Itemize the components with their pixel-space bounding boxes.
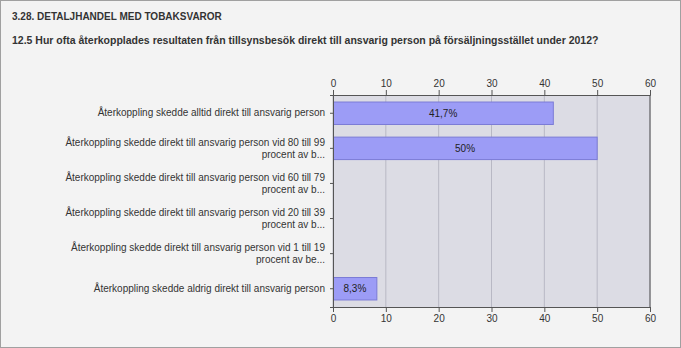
tick: 0	[331, 307, 337, 324]
grid-line	[597, 95, 598, 307]
tick-label: 50	[592, 78, 604, 89]
tick: 20	[434, 307, 446, 324]
bar	[333, 278, 377, 300]
tick-label: 40	[539, 313, 551, 324]
grid-line	[438, 95, 439, 307]
tick-mark	[650, 90, 651, 95]
grid	[333, 95, 650, 307]
tick-label: 10	[381, 78, 393, 89]
title: 3.28. DETALJHANDEL MED TOBAKSVAROR	[12, 11, 223, 22]
axis-line	[330, 96, 334, 308]
tick-mark	[439, 90, 440, 95]
bar	[333, 137, 597, 159]
tick: 50	[592, 78, 604, 95]
tick: Återkoppling skedde direkt till ansvarig…	[71, 241, 333, 265]
tick-label: 0	[331, 78, 337, 89]
tick-mark	[492, 307, 493, 312]
tick-label: 60	[645, 78, 657, 89]
tick-label: 30	[486, 78, 498, 89]
tick-label: 50	[592, 313, 604, 324]
data-label: 8,3%	[344, 283, 367, 294]
tick-mark	[544, 307, 545, 312]
plot-area	[333, 95, 650, 307]
tick-mark	[439, 307, 440, 312]
grid-line	[385, 95, 386, 307]
tick-mark	[650, 307, 651, 312]
tick: Återkoppling skedde direkt till ansvarig…	[65, 171, 333, 195]
tick-mark	[492, 90, 493, 95]
tick: 50	[592, 307, 604, 324]
y-axis: Återkoppling skedde alltid direkt till a…	[65, 96, 333, 308]
tick-mark	[330, 113, 333, 114]
tick-label: 40	[539, 78, 551, 89]
tick: 30	[486, 78, 498, 95]
axis-line	[334, 308, 651, 313]
tick: 10	[381, 78, 393, 95]
tick-mark	[597, 307, 598, 312]
tick: Återkoppling skedde direkt till ansvarig…	[65, 136, 333, 160]
tick-mark	[330, 183, 333, 184]
subtitle: 12.5 Hur ofta återkopplades resultaten f…	[12, 34, 598, 46]
category-label: Återkoppling skedde aldrig direkt till a…	[94, 282, 325, 294]
grid-line	[491, 95, 492, 307]
tick-label: 20	[434, 78, 446, 89]
tick: 60	[645, 307, 657, 324]
category-label: Återkoppling skedde direkt till ansvarig…	[65, 171, 325, 195]
x-axis-bottom: 0 10 20 30 40 50 60	[331, 307, 657, 324]
tick-mark	[330, 253, 333, 254]
tick-mark	[330, 288, 333, 289]
tick-mark	[597, 90, 598, 95]
tick: 10	[381, 307, 393, 324]
background	[1, 1, 681, 348]
grid-line	[544, 95, 545, 307]
grid-line	[650, 95, 651, 307]
tick-label: 0	[331, 313, 337, 324]
frame	[650, 95, 651, 307]
tick-mark	[330, 218, 333, 219]
tick: Återkoppling skedde aldrig direkt till a…	[94, 282, 333, 294]
data-label: 50%	[455, 143, 475, 154]
tick-mark	[544, 90, 545, 95]
tick: 30	[486, 307, 498, 324]
category-label: Återkoppling skedde direkt till ansvarig…	[71, 241, 325, 265]
x-axis-top: 0 10 20 30 40 50 60	[331, 78, 657, 96]
tick: Återkoppling skedde direkt till ansvarig…	[65, 206, 333, 230]
tick-label: 20	[434, 313, 446, 324]
axis-line	[334, 90, 651, 96]
tick: 20	[434, 78, 446, 95]
tick-label: 60	[645, 313, 657, 324]
tick: 40	[539, 307, 551, 324]
data-label: 41,7%	[429, 108, 457, 119]
tick: 0	[331, 78, 337, 95]
tick-mark	[386, 307, 387, 312]
tick-label: 30	[486, 313, 498, 324]
tick: Återkoppling skedde alltid direkt till a…	[98, 106, 333, 118]
tick-mark	[386, 90, 387, 95]
bar	[333, 102, 553, 124]
tick-mark	[330, 148, 333, 149]
tick-mark	[333, 90, 334, 95]
category-label: Återkoppling skedde alltid direkt till a…	[98, 106, 325, 118]
tick: 60	[645, 78, 657, 95]
tick-label: 10	[381, 313, 393, 324]
category-label: Återkoppling skedde direkt till ansvarig…	[65, 206, 325, 230]
bars	[333, 102, 597, 300]
chart: 3.28. DETALJHANDEL MED TOBAKSVAROR 12.5 H…	[0, 0, 681, 348]
data-labels: 41,7% 50% 8,3%	[344, 108, 476, 294]
tick: 40	[539, 78, 551, 95]
category-label: Återkoppling skedde direkt till ansvarig…	[65, 136, 325, 160]
